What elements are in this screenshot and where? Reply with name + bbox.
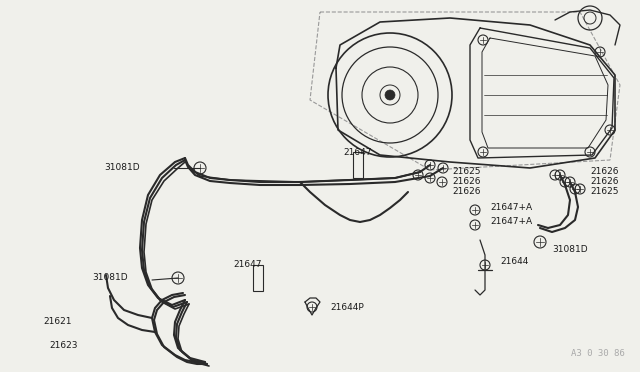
Bar	[353, 152, 363, 178]
Text: 21626: 21626	[452, 177, 481, 186]
Text: 31081D: 31081D	[552, 246, 588, 254]
Text: 31081D: 31081D	[92, 273, 128, 282]
Text: 21625: 21625	[590, 187, 618, 196]
Text: 21647: 21647	[344, 148, 372, 157]
Text: 21626: 21626	[590, 177, 618, 186]
Text: 21621: 21621	[44, 317, 72, 327]
Text: 21626: 21626	[452, 187, 481, 196]
Text: A3 0 30 86: A3 0 30 86	[572, 350, 625, 359]
Circle shape	[385, 90, 395, 100]
Text: 21623: 21623	[49, 340, 78, 350]
Text: 21644P: 21644P	[330, 304, 364, 312]
Text: 31081D: 31081D	[0, 371, 1, 372]
Text: 21647+A: 21647+A	[0, 371, 1, 372]
Text: 21626: 21626	[590, 167, 618, 176]
Text: 21625: 21625	[452, 167, 481, 176]
Text: 21647: 21647	[234, 260, 262, 269]
Text: 21644: 21644	[500, 257, 529, 266]
Text: 31081D: 31081D	[104, 164, 140, 173]
Text: 21647+A: 21647+A	[490, 218, 532, 227]
Text: 21647+A: 21647+A	[490, 203, 532, 212]
Bar	[253, 265, 263, 291]
